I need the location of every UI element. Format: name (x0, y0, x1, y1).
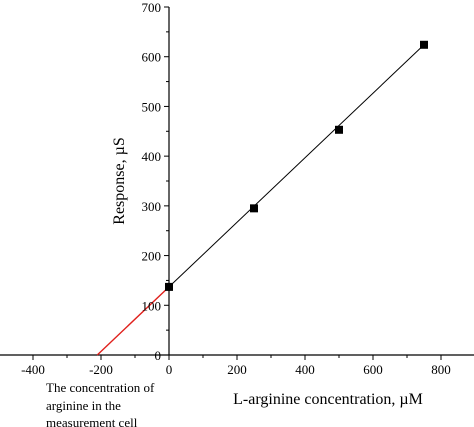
y-tick-label: 500 (142, 99, 162, 114)
x-tick-label: -400 (21, 362, 45, 377)
x-tick-label: 600 (363, 362, 383, 377)
annotation-line: arginine in the (46, 398, 121, 413)
y-tick-label: 400 (142, 149, 162, 164)
fit-line (168, 44, 425, 288)
extrapolation-line (96, 286, 170, 356)
y-tick-label: 100 (142, 298, 162, 313)
y-tick-label: 700 (142, 0, 162, 15)
data-point (335, 125, 343, 134)
annotation-line: The concentration of (46, 380, 155, 395)
y-tick-label: 300 (142, 199, 162, 214)
x-tick-label: 200 (227, 362, 247, 377)
x-tick-label: 0 (166, 362, 173, 377)
x-tick-label: -200 (89, 362, 113, 377)
x-axis-title: L-arginine concentration, µM (233, 391, 423, 408)
x-tick-label: 400 (295, 362, 315, 377)
data-point (420, 40, 428, 49)
y-axis-title: Response, µS (111, 137, 128, 224)
data-point (165, 282, 173, 291)
y-tick-label: 600 (142, 50, 162, 65)
x-tick-label: 800 (431, 362, 451, 377)
y-tick-label: 200 (142, 249, 162, 264)
annotation-note: The concentration of arginine in the mea… (46, 380, 155, 427)
y-tick-label: 0 (155, 348, 162, 363)
annotation-line: measurement cell (46, 415, 138, 427)
data-point (250, 204, 258, 213)
